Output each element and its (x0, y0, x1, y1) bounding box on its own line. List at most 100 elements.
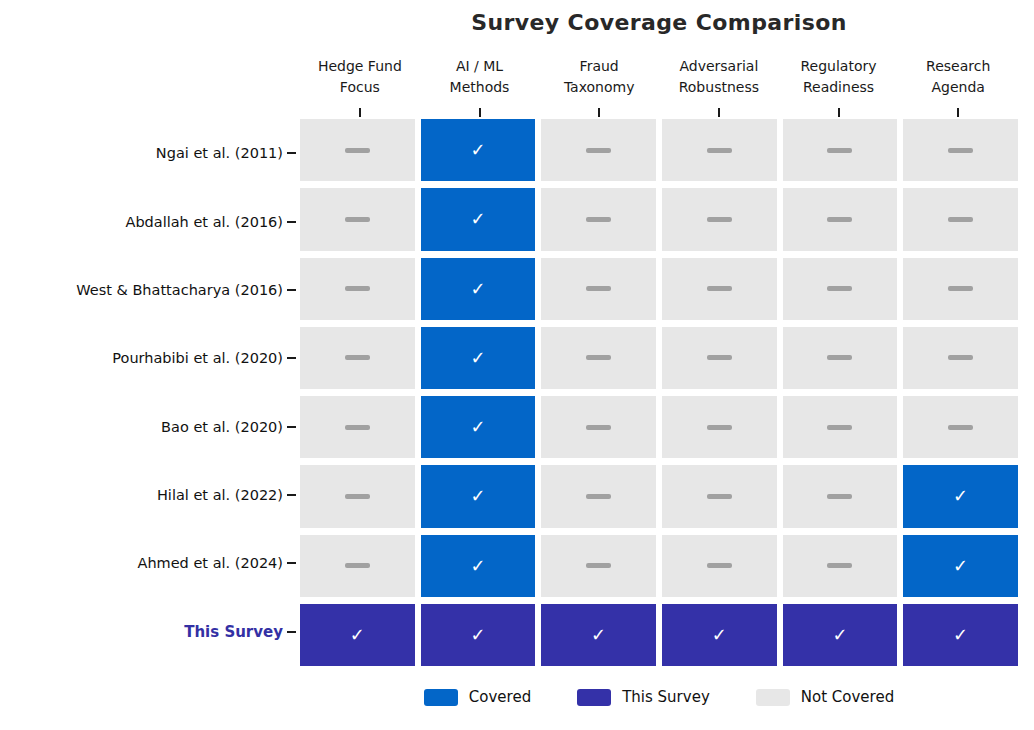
matrix-cell-covered: ✓ (421, 396, 536, 458)
x-tick-slot (898, 107, 1018, 117)
x-tick-slot (420, 107, 540, 117)
y-tick-mark (287, 562, 296, 564)
dash-icon (707, 355, 732, 360)
dash-icon (586, 148, 611, 153)
x-tick-mark (838, 108, 840, 117)
check-icon: ✓ (470, 557, 485, 575)
dash-icon (707, 494, 732, 499)
y-tick-mark (287, 221, 296, 223)
matrix-cell-not_covered (300, 258, 415, 320)
check-icon: ✓ (470, 349, 485, 367)
y-tick-mark (287, 631, 296, 633)
check-icon: ✓ (470, 418, 485, 436)
row-label: This Survey (0, 598, 283, 666)
y-tick-mark (287, 494, 296, 496)
x-axis-ticks (300, 107, 1018, 117)
matrix-cell-covered: ✓ (421, 465, 536, 527)
matrix-cell-this_survey: ✓ (421, 604, 536, 666)
x-tick-slot (539, 107, 659, 117)
row-labels: Ngai et al. (2011)Abdallah et al. (2016)… (0, 119, 283, 666)
matrix-cell-not_covered (300, 465, 415, 527)
dash-icon (345, 563, 370, 568)
dash-icon (707, 148, 732, 153)
x-tick-mark (359, 108, 361, 117)
dash-icon (948, 148, 973, 153)
matrix-cell-not_covered (903, 327, 1018, 389)
check-icon: ✓ (832, 626, 847, 644)
matrix-cell-not_covered (662, 535, 777, 597)
dash-icon (586, 563, 611, 568)
dash-icon (707, 217, 732, 222)
y-tick-mark (287, 357, 296, 359)
matrix-cell-this_survey: ✓ (662, 604, 777, 666)
legend-swatch-not_covered (756, 689, 790, 706)
y-tick-slot (287, 324, 297, 392)
dash-icon (827, 286, 852, 291)
legend-item-this_survey: This Survey (577, 688, 710, 706)
matrix-cell-not_covered (662, 327, 777, 389)
matrix-cell-not_covered (783, 396, 898, 458)
column-header: Regulatory Readiness (779, 56, 899, 98)
matrix-cell-not_covered (541, 119, 656, 181)
matrix-cell-not_covered (903, 119, 1018, 181)
row-label: Pourhabibi et al. (2020) (0, 324, 283, 392)
matrix-cell-not_covered (541, 258, 656, 320)
matrix-cell-not_covered (783, 119, 898, 181)
row-label: Hilal et al. (2022) (0, 461, 283, 529)
dash-icon (948, 355, 973, 360)
check-icon: ✓ (470, 487, 485, 505)
check-icon: ✓ (953, 626, 968, 644)
column-header: AI / ML Methods (420, 56, 540, 98)
dash-icon (827, 494, 852, 499)
dash-icon (586, 286, 611, 291)
legend-label: This Survey (622, 688, 710, 706)
dash-icon (827, 355, 852, 360)
matrix-cell-not_covered (783, 535, 898, 597)
matrix-cell-covered: ✓ (421, 258, 536, 320)
matrix-grid: ✓✓✓✓✓✓✓✓✓✓✓✓✓✓✓ (300, 119, 1018, 666)
legend-item-not_covered: Not Covered (756, 688, 894, 706)
matrix-cell-not_covered (300, 535, 415, 597)
check-icon: ✓ (712, 626, 727, 644)
x-tick-mark (598, 108, 600, 117)
column-headers: Hedge Fund FocusAI / ML MethodsFraud Tax… (300, 56, 1018, 98)
matrix-cell-not_covered (300, 396, 415, 458)
matrix-cell-covered: ✓ (421, 119, 536, 181)
y-tick-mark (287, 426, 296, 428)
matrix-cell-this_survey: ✓ (300, 604, 415, 666)
matrix-cell-not_covered (783, 327, 898, 389)
matrix-cell-this_survey: ✓ (541, 604, 656, 666)
matrix-cell-not_covered (662, 258, 777, 320)
y-tick-mark (287, 289, 296, 291)
legend-swatch-this_survey (577, 689, 611, 706)
matrix-cell-not_covered (541, 535, 656, 597)
dash-icon (707, 286, 732, 291)
row-label: Ngai et al. (2011) (0, 119, 283, 187)
legend-swatch-covered (424, 689, 458, 706)
matrix-cell-not_covered (662, 119, 777, 181)
matrix-cell-not_covered (300, 327, 415, 389)
check-icon: ✓ (470, 626, 485, 644)
matrix-cell-covered: ✓ (903, 535, 1018, 597)
dash-icon (345, 494, 370, 499)
y-tick-slot (287, 187, 297, 255)
matrix-cell-not_covered (662, 396, 777, 458)
y-axis-ticks (287, 119, 297, 666)
matrix-cell-not_covered (300, 119, 415, 181)
dash-icon (345, 355, 370, 360)
matrix-cell-not_covered (541, 396, 656, 458)
dash-icon (827, 563, 852, 568)
matrix-cell-not_covered (783, 258, 898, 320)
dash-icon (345, 286, 370, 291)
check-icon: ✓ (470, 210, 485, 228)
matrix-cell-this_survey: ✓ (783, 604, 898, 666)
matrix-cell-not_covered (541, 188, 656, 250)
dash-icon (707, 563, 732, 568)
x-tick-mark (957, 108, 959, 117)
row-label: Ahmed et al. (2024) (0, 529, 283, 597)
matrix-cell-not_covered (783, 465, 898, 527)
check-icon: ✓ (470, 280, 485, 298)
matrix-cell-not_covered (662, 465, 777, 527)
y-tick-slot (287, 461, 297, 529)
dash-icon (948, 286, 973, 291)
